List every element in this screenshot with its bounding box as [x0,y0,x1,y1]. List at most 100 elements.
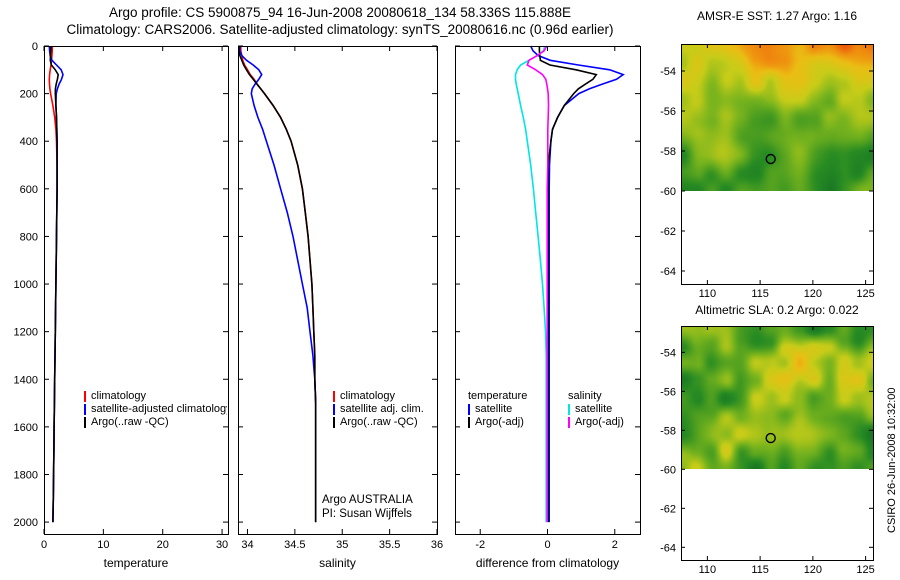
salinity-profile-line-0 [240,46,317,523]
temperature-profile-y-tick-label: 1600 [14,422,38,434]
salinity-profile-frame [238,46,438,535]
difference-legend-temperature-item-1: Argo(-adj) [468,416,524,428]
figure-subtitle: Climatology: CARS2006. Satellite-adjuste… [66,22,614,37]
temperature-legend-item-1: satellite-adjusted climatology [84,403,227,415]
sst-map-x-tick-label: 120 [804,288,822,300]
sst-map-y-tick-label: -60 [660,186,676,198]
difference-profile-x-tick-label: -2 [475,539,485,551]
temperature-profile-y-tick-label: 1400 [14,374,38,386]
temperature-profile-x-tick-label: 0 [41,539,47,551]
difference-legend-temperature-item-1-marker [468,416,470,428]
difference-legend-salinity-item-1: Argo(-adj) [568,416,624,428]
difference-legend-salinity-item-0: satellite [568,403,612,415]
figure-title: Argo profile: CS 5900875_94 16-Jun-2008 … [108,5,572,20]
difference-legend-temperature-header: temperature [468,390,528,402]
sst-map-argo-position-marker [765,153,776,165]
difference-legend-salinity-item-0-label: satellite [575,403,613,415]
temperature-legend-item-0-marker [84,390,86,402]
sla-map-y-tick-label: -60 [660,464,676,476]
temperature-legend-item-1-label: satellite-adjusted climatology [91,403,227,415]
difference-profile-xlabel: difference from climatology [476,556,619,570]
difference-profile-x-tick-label: 2 [612,539,618,551]
difference-legend-temperature-item-0-label: satellite [475,403,513,415]
salinity-legend-item-2-marker [333,416,335,428]
temperature-profile-y-tick-label: 1200 [14,327,38,339]
sla-map-argo-position-marker [765,432,776,444]
difference-legend-temperature-item-0-marker [468,403,470,415]
sst-map-y-tick-label: -64 [660,266,676,278]
salinity-legend-item-0: climatology [333,390,395,402]
temperature-legend-item-0-label: climatology [91,390,147,402]
difference-legend-salinity-header: salinity [568,390,602,402]
sla-map-title: Altimetric SLA: 0.2 Argo: 0.022 [695,303,859,317]
difference-legend-temperature-item-0: satellite [468,403,512,415]
sla-map-x-tick-label: 120 [804,564,822,576]
argo-australia-note: Argo AUSTRALIA [322,494,413,506]
pi-note: PI: Susan Wijffels [322,508,412,520]
temperature-profile-line-2 [49,45,60,523]
salinity-profile-x-tick-label: 34 [241,539,253,551]
temperature-profile-y-tick-label: 200 [20,89,38,101]
temperature-profile-y-tick-label: 400 [20,136,38,148]
salinity-profile-x-tick-label: 36 [431,539,443,551]
sst-map-frame [681,44,874,285]
temperature-profile-y-tick-label: 0 [32,41,38,53]
temperature-profile-y-tick-label: 1000 [14,279,38,291]
sst-map-y-tick-label: -58 [660,146,676,158]
sst-map-x-tick-label: 110 [699,288,717,300]
salinity-profile-x-tick-label: 35.5 [379,539,400,551]
salinity-legend-item-1: satellite adj. clim. [333,403,424,415]
salinity-profile-x-tick-label: 34.5 [284,539,305,551]
sst-map-x-tick-label: 125 [856,288,874,300]
salinity-profile-line-1 [239,46,317,523]
sla-map-x-tick-label: 115 [751,564,769,576]
temperature-profile-panel: 0 10 20 30 0 200 400 600 800 1000 1200 1400 1600 1800… [14,41,229,570]
sla-map-x-tick-label: 110 [699,564,717,576]
sla-map-x-tick-label: 125 [856,564,874,576]
sla-map-y-tick-label: -54 [660,347,676,359]
sst-map-panel: 110 115 120 125 -54 -56 -58 -60 -62 -64 [660,44,875,300]
salinity-profile-panel: 34 34.5 35 35.5 36 salinity [238,45,443,570]
sst-map-x-tick-label: 115 [751,288,769,300]
salinity-legend-item-2: Argo(..raw -QC) [333,416,418,428]
salinity-legend-item-1-label: satellite adj. clim. [340,403,424,415]
sst-map-title: AMSR-E SST: 1.27 Argo: 1.16 [696,9,858,23]
sla-map-y-tick-label: -62 [660,503,676,515]
sla-map-panel: 110 115 120 125 -54 -56 -58 -60 -62 -64 [660,326,875,576]
temperature-profile-y-tick-label: 800 [20,231,38,243]
difference-legend-salinity-item-1-label: Argo(-adj) [575,416,624,428]
temperature-profile-x-tick-label: 30 [216,539,228,551]
difference-legend-salinity-item-1-marker [568,416,570,428]
temperature-profile-y-tick-label: 2000 [14,517,38,529]
temperature-legend-item-2: Argo(..raw -QC) [84,416,169,428]
salinity-legend-item-0-marker [333,390,335,402]
sst-map-image [682,45,873,191]
sla-map-image [682,327,873,469]
sst-map-y-tick-label: -56 [660,106,676,118]
temperature-legend-item-2-marker [84,416,86,428]
temperature-legend-item-2-label: Argo(..raw -QC) [91,416,169,428]
temperature-legend: climatology satellite-adjusted climatolog… [84,390,227,432]
temperature-profile-y-tick-label: 1800 [14,469,38,481]
difference-profile-x-tick-label: 0 [544,539,550,551]
sla-map-frame [681,326,874,561]
salinity-profile-xlabel: salinity [319,556,356,570]
salinity-legend-item-1-marker [333,403,335,415]
temperature-legend-item-0: climatology [84,390,146,402]
difference-legend-temperature-item-1-label: Argo(-adj) [475,416,524,428]
salinity-profile-x-tick-label: 35 [336,539,348,551]
temperature-profile-x-tick-label: 20 [157,539,169,551]
difference-profile-line-3 [526,45,550,523]
salinity-profile-line-2 [238,46,317,523]
sst-map-y-tick-label: -54 [660,66,676,78]
temperature-profile-xlabel: temperature [104,556,169,570]
sla-map-y-tick-label: -58 [660,425,676,437]
temperature-profile-frame [44,46,229,535]
temperature-profile-x-tick-label: 10 [97,539,109,551]
temperature-legend-item-1-marker [84,403,86,415]
difference-legend-salinity-item-0-marker [568,403,570,415]
salinity-legend-item-0-label: climatology [340,390,396,402]
sst-map-y-tick-label: -62 [660,226,676,238]
